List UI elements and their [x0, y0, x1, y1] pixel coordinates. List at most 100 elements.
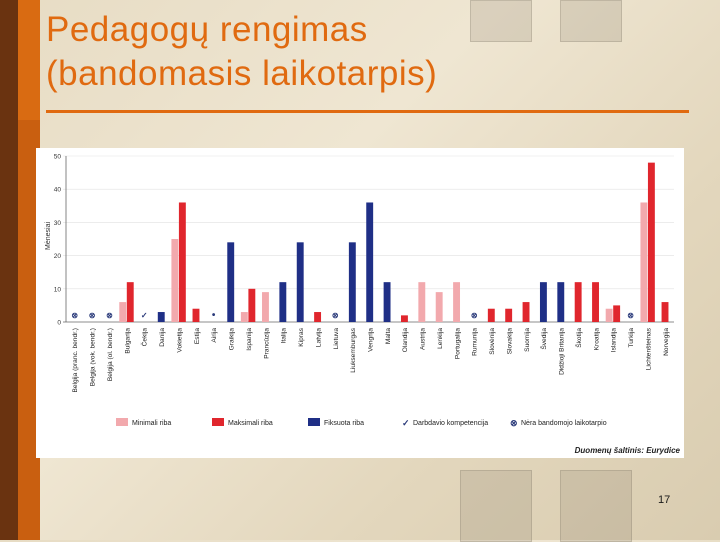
bar-min — [453, 282, 461, 322]
x-tick-label: Malta — [385, 328, 392, 344]
left-dark-stripe — [0, 0, 18, 540]
bar-min — [262, 292, 269, 322]
legend-label: Maksimali riba — [228, 420, 273, 427]
bar-max — [592, 282, 599, 322]
left-orange-stripe-lower — [18, 120, 40, 540]
x-tick-label: Slovėnija — [489, 328, 496, 355]
bar-chart: Mėnesiai Duomenų šaltinis: Eurydice 0 10 2… — [45, 154, 681, 456]
bar-fixed — [157, 312, 165, 322]
page-number: 17 — [658, 494, 671, 506]
x-tick-label: Didžioji Britanija — [559, 328, 566, 375]
bar-fixed — [557, 282, 565, 322]
category-marker: • — [212, 310, 216, 321]
bar-max — [126, 282, 134, 322]
x-tick-label: Turkija — [628, 328, 635, 348]
x-tick-label: Estija — [194, 328, 201, 344]
bar-max — [487, 308, 495, 322]
legend-swatch — [116, 418, 128, 426]
x-tick-label: Danija — [159, 328, 166, 347]
legend-label: Fiksuota riba — [324, 420, 364, 427]
bar-fixed — [279, 282, 287, 322]
bar-max — [178, 202, 186, 322]
category-marker: ⊗ — [627, 311, 634, 320]
y-tick-label: 0 — [57, 320, 61, 327]
bar-max — [647, 162, 655, 322]
category-marker: ⊗ — [471, 311, 478, 320]
background-building-window — [470, 0, 532, 42]
x-tick-label: Lenkija — [437, 328, 444, 349]
bar-min — [605, 308, 613, 322]
x-tick-label: Suomija — [524, 328, 531, 352]
bar-fixed — [383, 282, 391, 322]
x-tick-label: Airija — [211, 328, 218, 343]
bar-min — [171, 239, 179, 322]
bar-max — [192, 308, 200, 322]
x-tick-label: Norvegija — [663, 328, 670, 356]
x-tick-label: Vengrija — [368, 328, 375, 352]
bar-fixed — [296, 242, 304, 322]
x-tick-label: Rumunija — [472, 328, 479, 356]
x-tick-label: Bulgarija — [124, 328, 131, 354]
x-tick-label: Latvija — [315, 328, 322, 347]
y-tick-label: 30 — [54, 220, 62, 227]
bar-min — [435, 292, 443, 322]
bar-max — [661, 302, 669, 322]
slide-title-line1: Pedagogų rengimas — [46, 10, 368, 49]
bar-min — [240, 312, 248, 322]
slide-title: Pedagogų rengimas (bandomasis laikotarpi… — [46, 8, 686, 96]
category-marker: ⊗ — [71, 311, 78, 320]
x-tick-label: Austrija — [420, 328, 427, 350]
bar-min — [418, 282, 426, 322]
x-tick-label: Slovakija — [506, 328, 513, 355]
x-tick-label: Olandija — [402, 328, 409, 353]
y-axis-label: Mėnesiai — [45, 222, 52, 250]
bar-fixed — [539, 282, 547, 322]
chart-panel: Mėnesiai Duomenų šaltinis: Eurydice 0 10 2… — [36, 148, 684, 458]
x-tick-label: Švedija — [539, 328, 548, 350]
background-building-window — [460, 470, 532, 542]
category-marker: ✓ — [141, 311, 148, 320]
x-tick-label: Italija — [281, 328, 288, 344]
x-tick-label: Lietuva — [333, 328, 340, 350]
x-tick-label: Kroatija — [593, 328, 600, 351]
legend-swatch — [212, 418, 224, 426]
x-tick-label: Lichtenšteinas — [645, 327, 652, 370]
background-building-window — [560, 0, 622, 42]
x-tick-label: Belgija (vok. bendr.) — [90, 328, 97, 386]
bar-max — [522, 302, 530, 322]
legend-symbol: ✓ — [402, 418, 410, 428]
bar-fixed — [366, 202, 374, 322]
bar-max — [613, 305, 621, 322]
chart-source: Duomenų šaltinis: Eurydice — [575, 446, 681, 455]
x-tick-label: Čekija — [140, 328, 149, 347]
y-tick-label: 40 — [54, 187, 62, 194]
slide-title-line2: (bandomasis laikotarpis) — [46, 54, 438, 93]
category-marker: ⊗ — [89, 311, 96, 320]
x-tick-label: Graikija — [229, 328, 236, 351]
bar-fixed — [348, 242, 356, 322]
y-tick-label: 20 — [54, 253, 62, 260]
bar-max — [314, 312, 322, 322]
category-marker: ⊗ — [332, 311, 339, 320]
legend-label: Darbdavio kompetencija — [413, 420, 488, 427]
x-tick-label: Vokietija — [176, 328, 183, 353]
x-tick-label: Portugalija — [454, 328, 461, 359]
bar-max — [248, 288, 256, 322]
x-tick-label: Prancūzija — [263, 328, 270, 359]
bar-fixed — [227, 242, 235, 322]
bar-max — [505, 308, 513, 322]
background-building-window — [560, 470, 632, 542]
y-tick-label: 50 — [54, 154, 62, 161]
title-underline — [46, 110, 689, 113]
bar-min — [119, 302, 127, 322]
x-tick-label: Ispanija — [246, 328, 253, 351]
x-tick-label: Kipras — [298, 327, 305, 346]
legend-label: Nėra bandomojo laikotarpio — [521, 420, 607, 427]
x-tick-label: Liuksemburgas — [350, 327, 357, 372]
legend-symbol: ⊗ — [510, 418, 518, 428]
x-tick-label: Islandija — [611, 328, 618, 353]
bar-min — [640, 202, 648, 322]
bar-max — [400, 315, 408, 322]
category-marker: ⊗ — [106, 311, 113, 320]
x-tick-label: Belgija (ol. bendr.) — [107, 328, 114, 381]
